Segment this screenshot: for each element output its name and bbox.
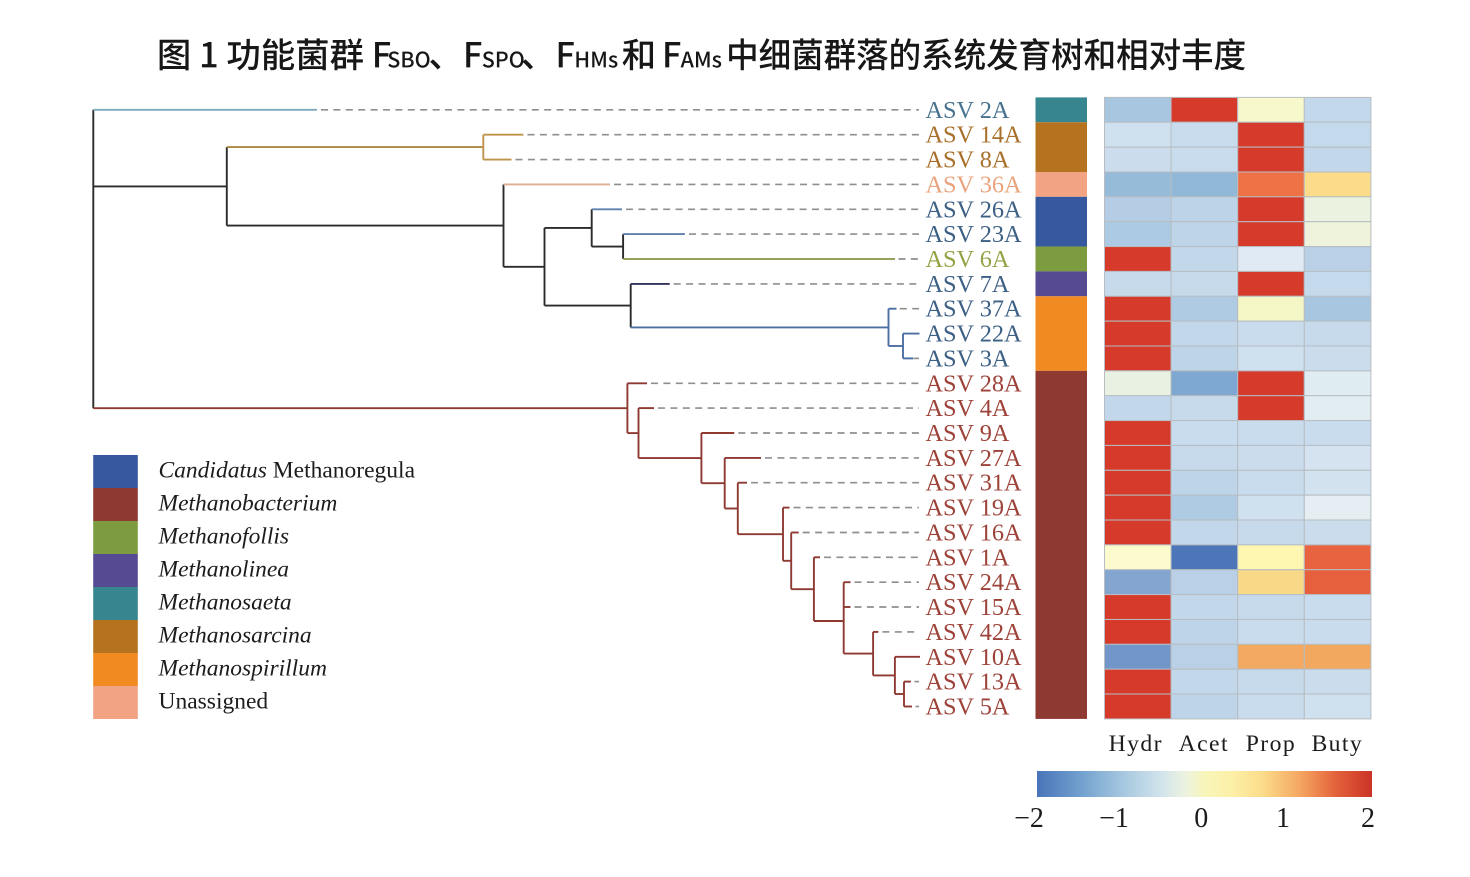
svg-text:ASV 1A: ASV 1A	[926, 544, 1010, 571]
svg-text:ASV 13A: ASV 13A	[926, 669, 1023, 696]
svg-text:0: 0	[1194, 803, 1208, 834]
svg-text:ASV 2A: ASV 2A	[926, 97, 1010, 124]
svg-text:ASV 19A: ASV 19A	[926, 495, 1023, 522]
svg-text:ASV 14A: ASV 14A	[926, 122, 1023, 149]
svg-text:Methanolinea: Methanolinea	[158, 556, 290, 582]
svg-text:ASV 31A: ASV 31A	[926, 470, 1023, 497]
svg-text:ASV 5A: ASV 5A	[926, 694, 1010, 721]
svg-text:ASV 4A: ASV 4A	[926, 395, 1010, 422]
svg-text:ASV 42A: ASV 42A	[926, 619, 1023, 646]
svg-text:ASV 36A: ASV 36A	[926, 171, 1023, 198]
svg-text:Hydr: Hydr	[1109, 731, 1163, 757]
svg-text:Prop: Prop	[1246, 731, 1296, 757]
svg-text:ASV 23A: ASV 23A	[926, 221, 1023, 248]
svg-text:−2: −2	[1014, 803, 1044, 834]
svg-text:Methanofollis: Methanofollis	[158, 523, 290, 549]
svg-text:ASV 22A: ASV 22A	[926, 321, 1023, 348]
svg-text:ASV 6A: ASV 6A	[926, 246, 1010, 273]
svg-text:ASV 8A: ASV 8A	[926, 147, 1010, 174]
svg-text:ASV 15A: ASV 15A	[926, 594, 1023, 621]
svg-text:ASV 3A: ASV 3A	[926, 345, 1010, 372]
svg-text:Candidatus Methanoregula: Candidatus Methanoregula	[159, 457, 416, 483]
svg-text:ASV 7A: ASV 7A	[926, 271, 1010, 298]
svg-text:Methanosarcina: Methanosarcina	[158, 622, 312, 648]
svg-text:2: 2	[1361, 803, 1375, 834]
svg-text:ASV 27A: ASV 27A	[926, 445, 1023, 472]
svg-text:Methanosaeta: Methanosaeta	[158, 589, 292, 615]
svg-text:ASV 26A: ASV 26A	[926, 196, 1023, 223]
svg-text:ASV 10A: ASV 10A	[926, 644, 1023, 671]
svg-text:ASV 37A: ASV 37A	[926, 296, 1023, 323]
svg-text:Buty: Buty	[1311, 731, 1363, 757]
svg-text:Methanospirillum: Methanospirillum	[158, 655, 327, 681]
svg-text:ASV 9A: ASV 9A	[926, 420, 1010, 447]
svg-text:1: 1	[1276, 803, 1290, 834]
svg-text:Unassigned: Unassigned	[159, 688, 269, 714]
svg-text:ASV 24A: ASV 24A	[926, 569, 1023, 596]
svg-text:Acet: Acet	[1179, 731, 1229, 757]
svg-text:Methanobacterium: Methanobacterium	[158, 490, 338, 516]
svg-text:ASV 16A: ASV 16A	[926, 520, 1023, 547]
svg-text:−1: −1	[1099, 803, 1129, 834]
svg-text:ASV 28A: ASV 28A	[926, 370, 1023, 397]
